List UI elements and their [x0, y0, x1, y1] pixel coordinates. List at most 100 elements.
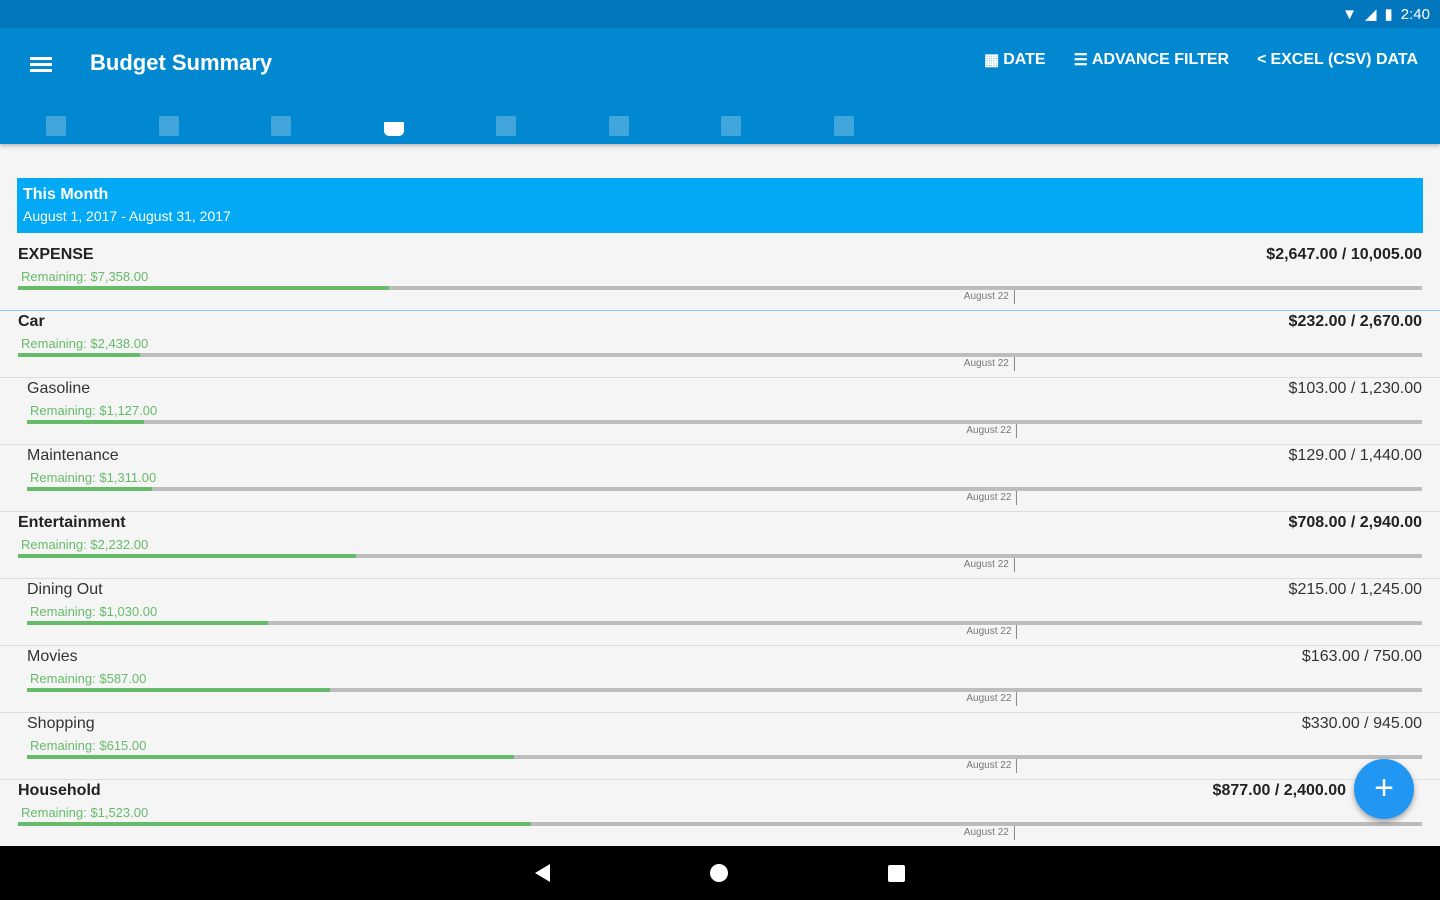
- progress-bar: [27, 420, 1422, 424]
- filter-icon: ☰: [1073, 52, 1088, 69]
- remaining-amount: Remaining: $7,358.00: [21, 269, 149, 284]
- remaining-amount: Remaining: $587.00: [30, 671, 147, 686]
- progress-bar: [18, 822, 1422, 826]
- category-name: Car: [18, 313, 45, 330]
- budget-row[interactable]: Dining Out $215.00 / 1,245.00 Remaining:…: [0, 579, 1440, 646]
- export-csv-button[interactable]: < EXCEL (CSV) DATA: [1257, 51, 1418, 68]
- progress-fill: [27, 621, 268, 625]
- category-amount: $708.00 / 2,940.00: [1288, 514, 1422, 531]
- progress-fill: [18, 353, 140, 357]
- today-marker: August 22: [964, 357, 1015, 371]
- menu-icon[interactable]: [30, 54, 52, 75]
- budget-row[interactable]: Movies $163.00 / 750.00 Remaining: $587.…: [0, 646, 1440, 713]
- today-marker: August 22: [966, 424, 1018, 438]
- today-marker: August 22: [964, 558, 1015, 572]
- remaining-amount: Remaining: $1,030.00: [30, 604, 158, 619]
- budget-row[interactable]: Household $877.00 / 2,400.00 Remaining: …: [0, 780, 1440, 847]
- period-title: This Month: [23, 186, 109, 203]
- category-amount: $163.00 / 750.00: [1301, 648, 1422, 665]
- progress-fill: [27, 420, 144, 424]
- progress-bar: [18, 554, 1422, 558]
- home-icon[interactable]: [710, 864, 728, 882]
- category-name: EXPENSE: [18, 246, 94, 263]
- category-amount: $232.00 / 2,670.00: [1288, 313, 1422, 330]
- app-bar: Budget Summary ▦ DATE ☰ ADVANCE FILTER < EX…: [0, 28, 1440, 144]
- budget-row[interactable]: Entertainment $708.00 / 2,940.00 Remaini…: [0, 512, 1440, 579]
- tab-bell[interactable]: [225, 108, 338, 144]
- category-amount: $129.00 / 1,440.00: [1288, 447, 1422, 464]
- today-marker: August 22: [966, 625, 1018, 639]
- status-bar: ▼ ◢ ▮ 2:40: [0, 0, 1440, 28]
- signal-icon: ◢: [1364, 6, 1377, 23]
- date-button[interactable]: ▦ DATE: [984, 51, 1046, 69]
- today-marker: August 22: [964, 826, 1015, 840]
- category-amount: $103.00 / 1,230.00: [1288, 380, 1422, 397]
- progress-fill: [27, 755, 515, 759]
- cards-icon: [721, 116, 742, 136]
- today-marker: August 22: [966, 692, 1018, 706]
- remaining-amount: Remaining: $615.00: [30, 738, 147, 753]
- progress-bar: [18, 353, 1422, 357]
- category-amount: $877.00 / 2,400.00: [1212, 782, 1346, 799]
- budget-row[interactable]: Car $232.00 / 2,670.00 Remaining: $2,438…: [0, 311, 1440, 378]
- dashboard-icon: [46, 116, 67, 136]
- progress-fill: [27, 688, 331, 692]
- category-name: Gasoline: [27, 380, 91, 397]
- remaining-amount: Remaining: $1,127.00: [30, 403, 158, 418]
- share-icon: <: [1257, 51, 1267, 68]
- category-name: Entertainment: [18, 514, 126, 531]
- today-marker: August 22: [966, 491, 1018, 505]
- budget-row[interactable]: Gasoline $103.00 / 1,230.00 Remaining: $…: [0, 378, 1440, 445]
- back-icon[interactable]: [535, 864, 550, 882]
- today-marker: August 22: [966, 759, 1018, 773]
- recents-icon[interactable]: [888, 864, 905, 882]
- remaining-amount: Remaining: $1,311.00: [30, 470, 157, 485]
- category-name: Shopping: [27, 715, 95, 732]
- category-name: Household: [18, 782, 101, 799]
- tab-list[interactable]: [113, 108, 226, 144]
- progress-bar: [27, 755, 1422, 759]
- tab-basket[interactable]: [338, 108, 451, 144]
- category-amount: $330.00 / 945.00: [1301, 715, 1422, 732]
- today-marker: August 22: [964, 290, 1015, 304]
- clipboard-icon: [496, 116, 517, 136]
- progress-fill: [18, 822, 532, 826]
- category-name: Dining Out: [27, 581, 103, 598]
- page-title: Budget Summary: [90, 50, 273, 75]
- progress-bar: [27, 688, 1422, 692]
- add-button[interactable]: +: [1354, 759, 1414, 819]
- bell-icon: [271, 116, 292, 136]
- tab-dashboard[interactable]: [0, 108, 113, 144]
- period-header: This Month August 1, 2017 - August 31, 2…: [17, 178, 1423, 233]
- remaining-amount: Remaining: $2,232.00: [21, 537, 149, 552]
- budget-row[interactable]: Shopping $330.00 / 945.00 Remaining: $61…: [0, 713, 1440, 780]
- wifi-icon: ▼: [1342, 5, 1357, 23]
- calendar-icon: ▦: [984, 52, 1000, 69]
- tab-clipboard[interactable]: [450, 108, 563, 144]
- progress-fill: [27, 487, 152, 491]
- category-name: Maintenance: [27, 447, 119, 464]
- tab-cards[interactable]: [675, 108, 788, 144]
- wallet-icon: [608, 116, 629, 136]
- list-icon: [158, 116, 179, 136]
- progress-bar: [18, 286, 1422, 290]
- progress-fill: [18, 554, 357, 558]
- remaining-amount: Remaining: $2,438.00: [21, 336, 149, 351]
- battery-icon: ▮: [1384, 6, 1393, 23]
- budget-list: EXPENSE $2,647.00 / 10,005.00 Remaining:…: [0, 244, 1440, 847]
- budget-row[interactable]: EXPENSE $2,647.00 / 10,005.00 Remaining:…: [0, 244, 1440, 311]
- tab-label[interactable]: [788, 108, 901, 144]
- progress-fill: [18, 286, 390, 290]
- progress-bar: [27, 487, 1422, 491]
- navigation-bar: [0, 846, 1440, 900]
- period-range: August 1, 2017 - August 31, 2017: [23, 208, 231, 224]
- tab-wallet[interactable]: [563, 108, 676, 144]
- basket-icon: [383, 122, 404, 136]
- category-name: Movies: [27, 648, 78, 665]
- label-icon: [833, 116, 854, 136]
- progress-bar: [27, 621, 1422, 625]
- clock: 2:40: [1400, 5, 1430, 23]
- advance-filter-button[interactable]: ☰ ADVANCE FILTER: [1073, 51, 1230, 69]
- category-amount: $2,647.00 / 10,005.00: [1266, 246, 1422, 263]
- budget-row[interactable]: Maintenance $129.00 / 1,440.00 Remaining…: [0, 445, 1440, 512]
